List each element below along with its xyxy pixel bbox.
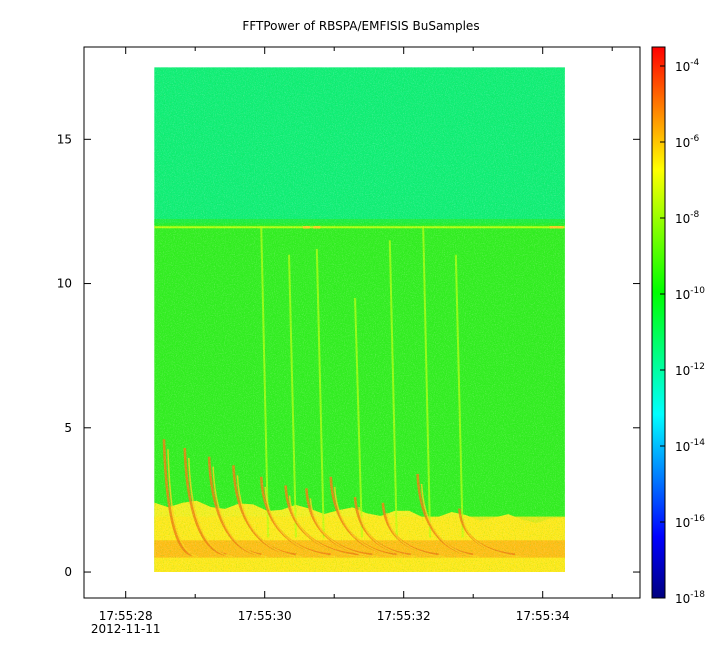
colorbar-tick-label: 10-14 xyxy=(675,438,705,454)
y-tick-label: 15 xyxy=(57,132,72,146)
colorbar-tick-label: 10-8 xyxy=(675,210,700,226)
x-tick-sublabel: 2012-11-11 xyxy=(91,622,161,636)
colorbar-tick-label: 10-12 xyxy=(675,362,705,378)
x-tick-label: 17:55:28 xyxy=(99,609,153,623)
y-tick-label: 5 xyxy=(64,421,72,435)
y-tick-label: 0 xyxy=(64,565,72,579)
chart-title: FFTPower of RBSPA/EMFISIS BuSamples xyxy=(242,19,479,33)
y-axis: 0 5 10 15 xyxy=(57,132,640,579)
colorbar-tick-label: 10-18 xyxy=(675,590,705,606)
x-tick-label: 17:55:34 xyxy=(516,609,570,623)
y-tick-label: 10 xyxy=(57,277,72,291)
x-tick-label: 17:55:30 xyxy=(238,609,292,623)
colorbar-tick-label: 10-4 xyxy=(675,58,700,74)
colorbar xyxy=(652,47,665,598)
colorbar-axis: 10-18 10-16 10-14 10-12 10-10 10-8 10-6 10-4 xyxy=(660,58,705,606)
colorbar-tick-label: 10-16 xyxy=(675,514,705,530)
noise-overlay-dark xyxy=(154,67,565,573)
colorbar-tick-label: 10-10 xyxy=(675,286,705,302)
spectrogram-image xyxy=(154,67,565,573)
x-tick-label: 17:55:32 xyxy=(377,609,431,623)
colorbar-tick-label: 10-6 xyxy=(675,134,700,150)
colorbar-frame xyxy=(651,46,666,599)
